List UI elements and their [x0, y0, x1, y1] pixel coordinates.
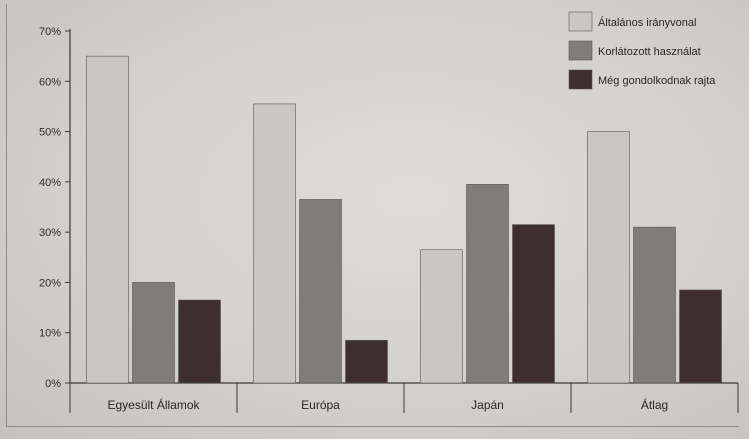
axes: 0% 10% 20% 30% 40% 50% 60% 70% Egyesült Államok E… — [39, 26, 739, 413]
legend-swatch-3 — [568, 69, 593, 90]
bar-2-2 — [299, 199, 342, 384]
bar-1-4 — [587, 131, 630, 384]
bar-1-3 — [420, 249, 463, 384]
y-tick-label: 50% — [39, 127, 61, 139]
chart-frame — [6, 4, 739, 427]
bar-2-1 — [132, 282, 175, 384]
bar-3-4 — [679, 289, 722, 384]
bar-3-1 — [178, 299, 221, 384]
y-tick-label: 40% — [39, 177, 61, 189]
bar-3-2 — [345, 339, 388, 384]
bar-2-3 — [466, 184, 509, 384]
bar-3-3 — [512, 224, 555, 384]
x-category-label: Egyesült Államok — [107, 397, 200, 412]
legend-label-3: Még gondolkodnak rajta — [598, 75, 716, 87]
y-tick-label: 20% — [39, 277, 61, 289]
bar-1-1 — [86, 55, 129, 384]
y-tick-label: 0% — [45, 378, 61, 390]
legend-swatch-1 — [568, 11, 593, 32]
y-tick-label: 60% — [39, 76, 61, 88]
y-tick-label: 70% — [39, 26, 61, 38]
legend: Általános irányvonal Korlátozott használa… — [568, 11, 716, 90]
legend-swatch-2 — [568, 40, 593, 61]
bars — [86, 55, 722, 384]
x-category-label: Átlag — [641, 397, 668, 412]
legend-label-1: Általános irányvonal — [598, 16, 696, 29]
bar-2-4 — [633, 226, 676, 384]
y-tick-label: 10% — [39, 328, 61, 340]
x-category-label: Japán — [471, 398, 504, 412]
legend-label-2: Korlátozott használat — [598, 46, 701, 58]
y-tick-label: 30% — [39, 227, 61, 239]
x-category-label: Európa — [301, 398, 340, 412]
bar-1-2 — [253, 103, 296, 384]
